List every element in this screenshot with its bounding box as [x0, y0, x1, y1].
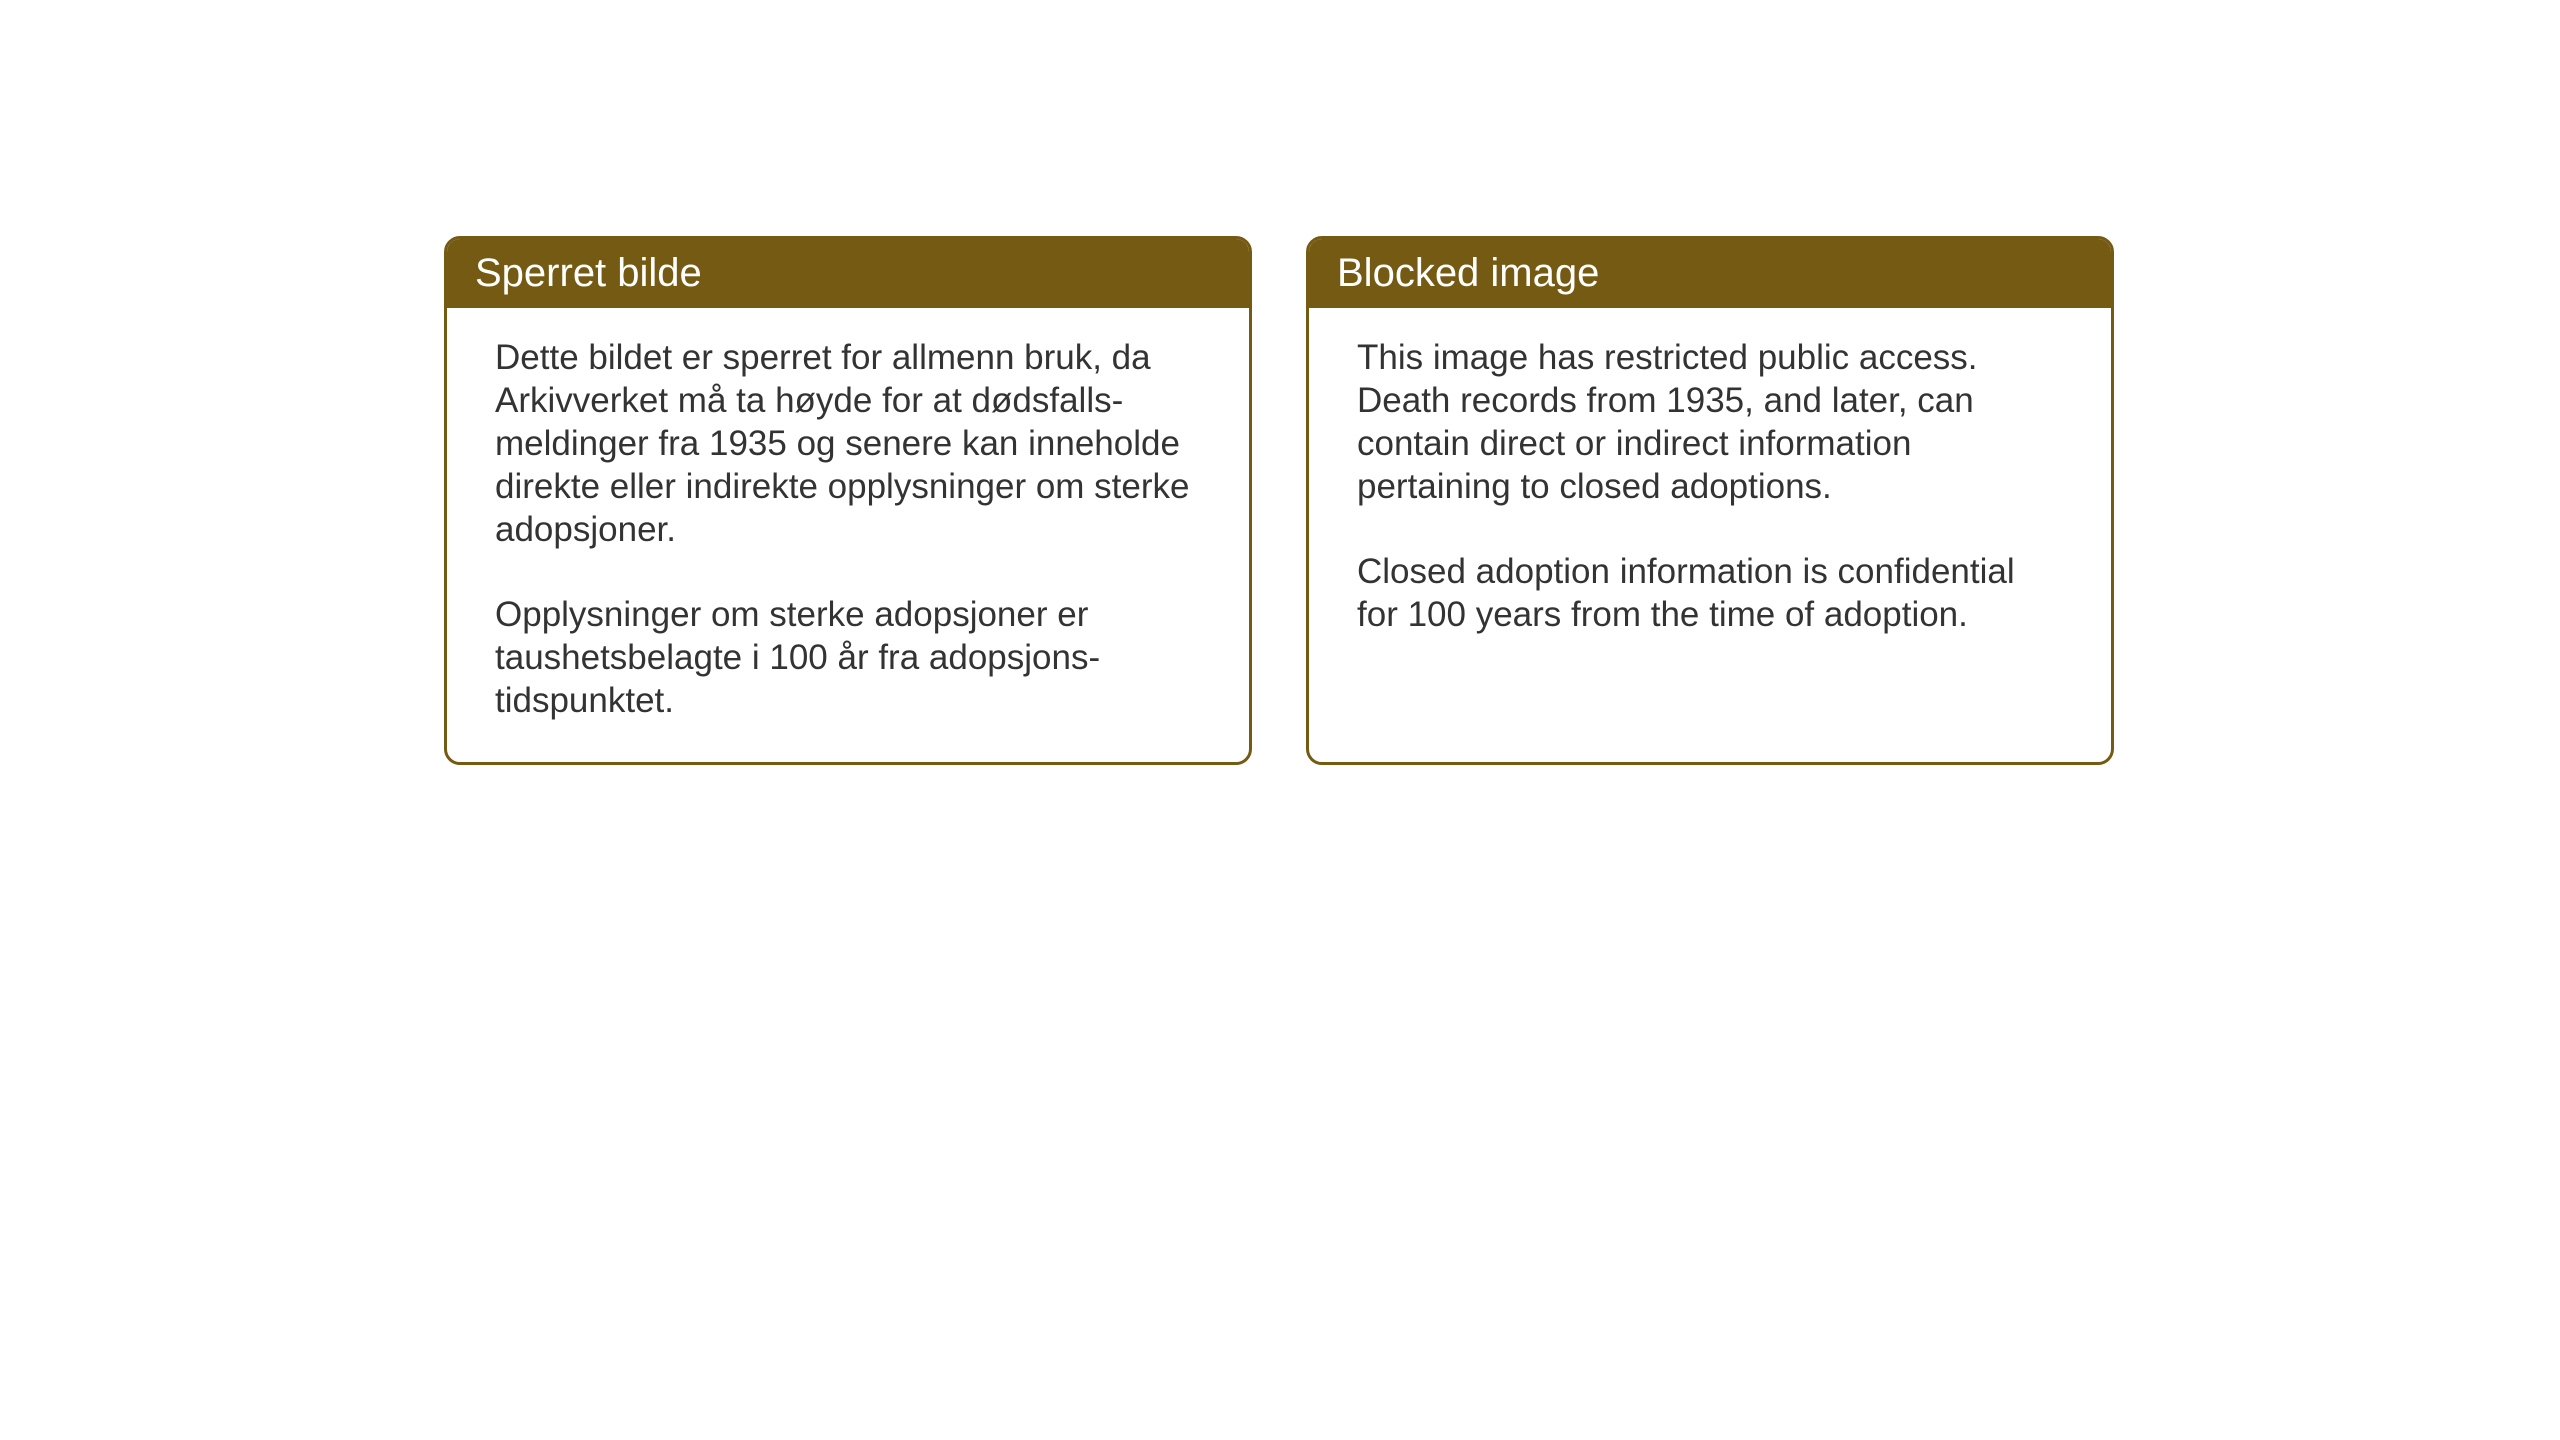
card-body-norwegian: Dette bildet er sperret for allmenn bruk… [447, 308, 1249, 762]
card-paragraph-1-english: This image has restricted public access.… [1357, 336, 2063, 508]
card-body-english: This image has restricted public access.… [1309, 308, 2111, 676]
cards-container: Sperret bilde Dette bildet er sperret fo… [444, 236, 2114, 765]
card-english: Blocked image This image has restricted … [1306, 236, 2114, 765]
card-header-english: Blocked image [1309, 239, 2111, 308]
card-title-english: Blocked image [1337, 251, 1599, 295]
card-title-norwegian: Sperret bilde [475, 251, 702, 295]
card-paragraph-2-english: Closed adoption information is confident… [1357, 550, 2063, 636]
card-paragraph-2-norwegian: Opplysninger om sterke adopsjoner er tau… [495, 593, 1201, 722]
card-paragraph-1-norwegian: Dette bildet er sperret for allmenn bruk… [495, 336, 1201, 551]
card-header-norwegian: Sperret bilde [447, 239, 1249, 308]
card-norwegian: Sperret bilde Dette bildet er sperret fo… [444, 236, 1252, 765]
